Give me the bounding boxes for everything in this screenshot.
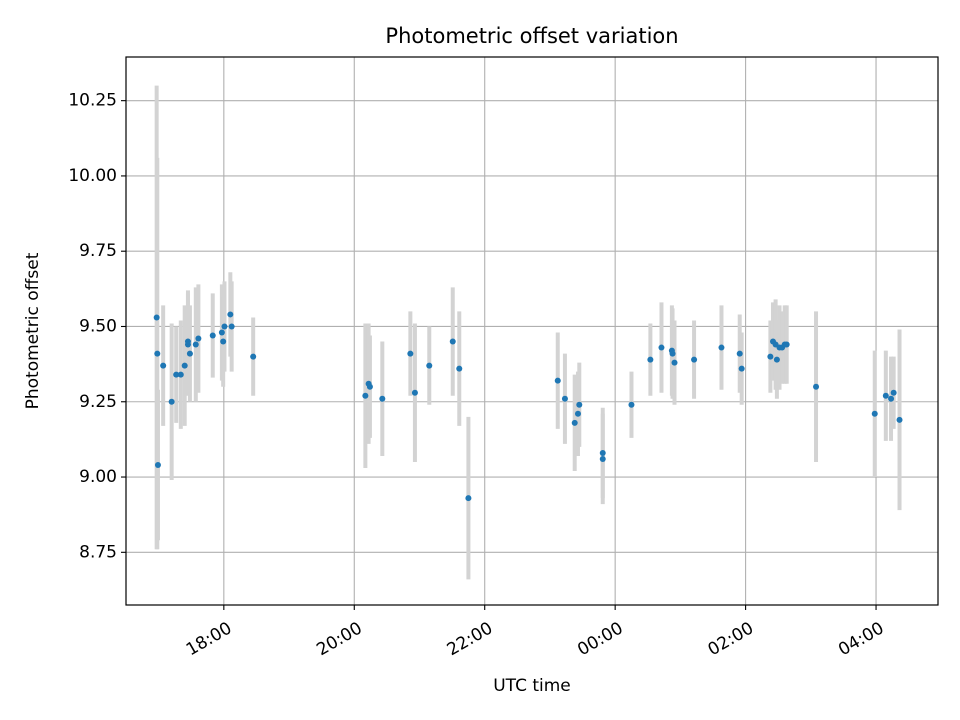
data-point bbox=[218, 329, 225, 336]
data-point bbox=[154, 350, 161, 357]
data-point bbox=[554, 377, 561, 384]
data-point bbox=[209, 332, 216, 339]
data-point bbox=[195, 335, 202, 342]
data-point bbox=[153, 314, 160, 321]
data-point bbox=[160, 362, 167, 369]
y-tick-label: 8.75 bbox=[79, 542, 117, 562]
data-point bbox=[168, 398, 175, 405]
data-point bbox=[571, 419, 578, 426]
data-point bbox=[691, 356, 698, 363]
x-axis-label: UTC time bbox=[493, 676, 571, 696]
data-point bbox=[896, 416, 903, 423]
y-tick-label: 9.50 bbox=[79, 316, 117, 336]
data-point bbox=[888, 395, 895, 402]
data-point bbox=[192, 341, 199, 348]
y-axis-ticks: 8.75 9.00 9.25 9.50 9.75 10.00 10.25 bbox=[68, 91, 126, 562]
data-point bbox=[407, 350, 414, 357]
y-tick-label: 9.00 bbox=[79, 467, 117, 487]
data-points bbox=[153, 311, 903, 502]
data-point bbox=[671, 359, 678, 366]
data-point bbox=[465, 495, 472, 502]
data-point bbox=[599, 455, 606, 462]
data-point bbox=[449, 338, 456, 345]
data-point bbox=[228, 323, 235, 330]
data-point bbox=[783, 341, 790, 348]
data-point bbox=[362, 392, 369, 399]
data-point bbox=[173, 371, 180, 378]
data-point bbox=[736, 350, 743, 357]
data-point bbox=[599, 449, 606, 456]
data-point bbox=[177, 371, 184, 378]
plot-frame bbox=[125, 56, 939, 606]
data-point bbox=[871, 410, 878, 417]
data-point bbox=[220, 338, 227, 345]
y-tick-label: 9.25 bbox=[79, 392, 117, 412]
data-point bbox=[647, 356, 654, 363]
data-point bbox=[154, 461, 161, 468]
plot-area bbox=[126, 57, 938, 605]
data-point bbox=[882, 392, 889, 399]
y-tick-label: 10.25 bbox=[68, 91, 117, 111]
data-point bbox=[221, 323, 228, 330]
y-tick-label: 9.75 bbox=[79, 241, 117, 261]
data-point bbox=[426, 362, 433, 369]
data-point bbox=[669, 350, 676, 357]
grid bbox=[126, 57, 938, 605]
data-point bbox=[890, 389, 897, 396]
data-point bbox=[628, 401, 635, 408]
y-axis-label: Photometric offset bbox=[23, 252, 43, 409]
data-point bbox=[813, 383, 820, 390]
data-point bbox=[227, 311, 234, 318]
data-point bbox=[738, 365, 745, 372]
data-point bbox=[576, 401, 583, 408]
data-point bbox=[411, 389, 418, 396]
data-point bbox=[379, 395, 386, 402]
data-point bbox=[718, 344, 725, 351]
data-point bbox=[773, 356, 780, 363]
data-point bbox=[456, 365, 463, 372]
chart-title: Photometric offset variation bbox=[385, 24, 678, 48]
data-point bbox=[184, 341, 191, 348]
data-point bbox=[658, 344, 665, 351]
data-point bbox=[250, 353, 257, 360]
data-point bbox=[186, 350, 193, 357]
data-point bbox=[366, 383, 373, 390]
data-point bbox=[767, 353, 774, 360]
y-tick-label: 10.00 bbox=[68, 166, 117, 186]
data-point bbox=[561, 395, 568, 402]
data-point bbox=[574, 410, 581, 417]
data-point bbox=[181, 362, 188, 369]
